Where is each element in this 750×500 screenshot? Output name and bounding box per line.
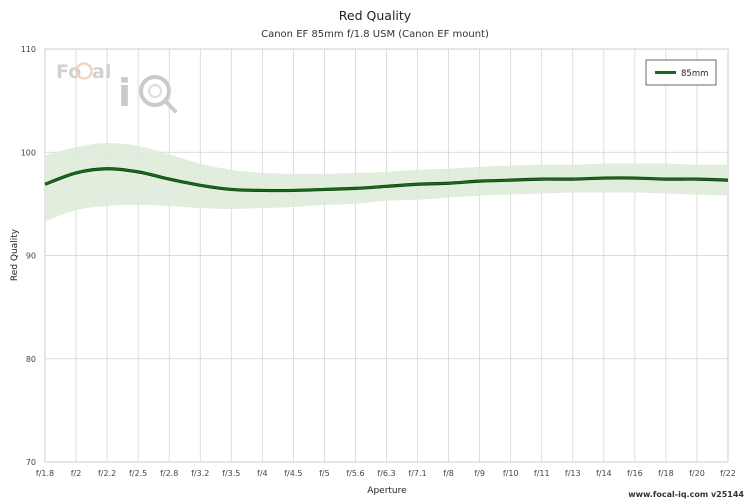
x-tick-label: f/16 <box>627 469 643 478</box>
x-tick-label: f/4 <box>257 469 268 478</box>
confidence-band-layer <box>45 142 728 222</box>
series-line <box>44 167 729 192</box>
y-tick-label: 80 <box>26 355 36 364</box>
x-tick-label: f/11 <box>534 469 550 478</box>
chart-subtitle: Canon EF 85mm f/1.8 USM (Canon EF mount) <box>261 29 489 40</box>
x-tick-label: f/7.1 <box>408 469 426 478</box>
x-tick-label: f/22 <box>720 469 736 478</box>
y-tick-label: 100 <box>21 148 36 157</box>
x-tick-label: f/9 <box>474 469 485 478</box>
x-tick-label: f/2.5 <box>129 469 147 478</box>
legend-label: 85mm <box>681 69 708 79</box>
x-tick-label: f/2 <box>71 469 82 478</box>
focal-iq-logo: Fo al i <box>56 61 177 115</box>
x-tick-label: f/18 <box>658 469 674 478</box>
x-tick-label: f/1.8 <box>36 469 54 478</box>
y-tick-label: 90 <box>26 252 36 261</box>
confidence-band <box>45 142 728 222</box>
grid <box>44 48 729 463</box>
footer-text: www.focal-iq.com v25144 <box>628 490 744 499</box>
x-tick-label: f/10 <box>503 469 519 478</box>
legend: 85mm <box>645 59 717 86</box>
chart-title: Red Quality <box>339 8 412 23</box>
x-tick-label: f/8 <box>443 469 454 478</box>
x-tick-label: f/5.6 <box>346 469 364 478</box>
series-layer <box>44 167 729 193</box>
x-tick-label: f/2.2 <box>98 469 116 478</box>
y-axis-label: Red Quality <box>10 228 20 281</box>
x-tick-label: f/3.5 <box>222 469 240 478</box>
x-tick-label: f/2.8 <box>160 469 178 478</box>
x-tick-label: f/13 <box>565 469 581 478</box>
x-tick-label: f/4.5 <box>284 469 302 478</box>
x-tick-label: f/5 <box>319 469 330 478</box>
x-axis-label: Aperture <box>367 486 407 496</box>
svg-text:al: al <box>92 61 111 83</box>
x-tick-label: f/6.3 <box>377 469 395 478</box>
svg-text:Fo: Fo <box>56 61 81 83</box>
svg-text:i: i <box>118 71 131 115</box>
x-tick-label: f/20 <box>689 469 705 478</box>
x-tick-labels: f/1.8 f/2 f/2.2 f/2.5 f/2.8 f/3.2 f/3.5 f/4 f/4.… <box>36 469 736 478</box>
x-tick-label: f/3.2 <box>191 469 209 478</box>
x-tick-label: f/14 <box>596 469 612 478</box>
y-tick-labels: 70 80 90 100 110 <box>21 45 36 467</box>
y-tick-label: 110 <box>21 45 36 54</box>
y-tick-label: 70 <box>26 458 36 467</box>
